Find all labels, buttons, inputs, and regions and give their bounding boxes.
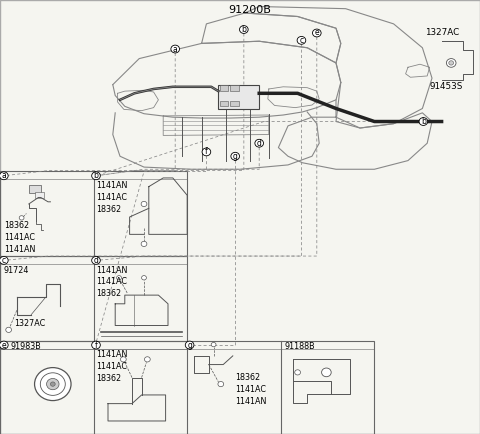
Text: b: b [241, 25, 246, 34]
Bar [0, 256, 187, 341]
Circle shape [6, 327, 12, 332]
Text: 1327AC: 1327AC [14, 319, 46, 328]
Text: 91983B: 91983B [11, 342, 41, 352]
Circle shape [50, 382, 55, 386]
Text: c: c [2, 256, 6, 265]
Bar [220, 85, 228, 91]
Circle shape [185, 341, 194, 349]
Circle shape [141, 201, 147, 207]
Circle shape [419, 118, 428, 125]
Circle shape [120, 357, 126, 362]
Text: 91724: 91724 [4, 266, 29, 275]
Circle shape [35, 368, 71, 401]
Bar [0, 171, 187, 256]
Circle shape [144, 357, 150, 362]
Text: 91188B: 91188B [284, 342, 315, 352]
Circle shape [202, 148, 211, 156]
Bar [230, 101, 239, 106]
Text: a: a [1, 171, 6, 180]
Text: d: d [94, 256, 98, 265]
Text: 18362
1141AC
1141AN: 18362 1141AC 1141AN [235, 373, 266, 406]
Circle shape [0, 341, 8, 349]
Circle shape [19, 216, 24, 220]
Circle shape [312, 29, 321, 37]
Circle shape [0, 172, 8, 180]
Circle shape [297, 36, 306, 44]
Circle shape [240, 26, 248, 33]
Circle shape [92, 341, 100, 349]
Circle shape [141, 241, 147, 247]
Text: f: f [95, 341, 97, 349]
Text: c: c [300, 36, 303, 45]
Text: b: b [421, 117, 426, 126]
Text: g: g [187, 341, 192, 349]
Circle shape [211, 342, 216, 347]
Bar [230, 85, 239, 91]
Text: 91453S: 91453S [430, 82, 463, 92]
Circle shape [47, 378, 59, 390]
Circle shape [142, 276, 146, 280]
Circle shape [446, 59, 456, 67]
Circle shape [40, 373, 65, 395]
Circle shape [255, 139, 264, 147]
Text: a: a [173, 45, 178, 53]
Text: 18362
1141AC
1141AN: 18362 1141AC 1141AN [4, 221, 35, 254]
Circle shape [295, 370, 300, 375]
Text: 1141AN
1141AC
18362: 1141AN 1141AC 18362 [96, 181, 127, 214]
Text: 91200B: 91200B [228, 5, 271, 15]
Bar [35, 192, 44, 198]
Circle shape [117, 276, 121, 280]
Text: e: e [314, 29, 319, 37]
Circle shape [322, 368, 331, 377]
Circle shape [449, 61, 454, 65]
Bar [0, 341, 374, 434]
Circle shape [92, 172, 100, 180]
Bar [220, 101, 228, 106]
Text: b: b [94, 171, 98, 180]
Text: 1327AC: 1327AC [425, 28, 459, 37]
Circle shape [0, 256, 8, 264]
Circle shape [171, 45, 180, 53]
Circle shape [231, 152, 240, 160]
Circle shape [92, 256, 100, 264]
Text: e: e [1, 341, 6, 349]
Text: 1141AN
1141AC
18362: 1141AN 1141AC 18362 [96, 350, 127, 383]
Bar [218, 85, 259, 108]
Bar [29, 185, 41, 193]
Circle shape [218, 381, 224, 387]
Text: f: f [205, 148, 208, 156]
Text: d: d [257, 139, 262, 148]
Text: 1141AN
1141AC
18362: 1141AN 1141AC 18362 [96, 266, 127, 298]
Text: g: g [233, 152, 238, 161]
